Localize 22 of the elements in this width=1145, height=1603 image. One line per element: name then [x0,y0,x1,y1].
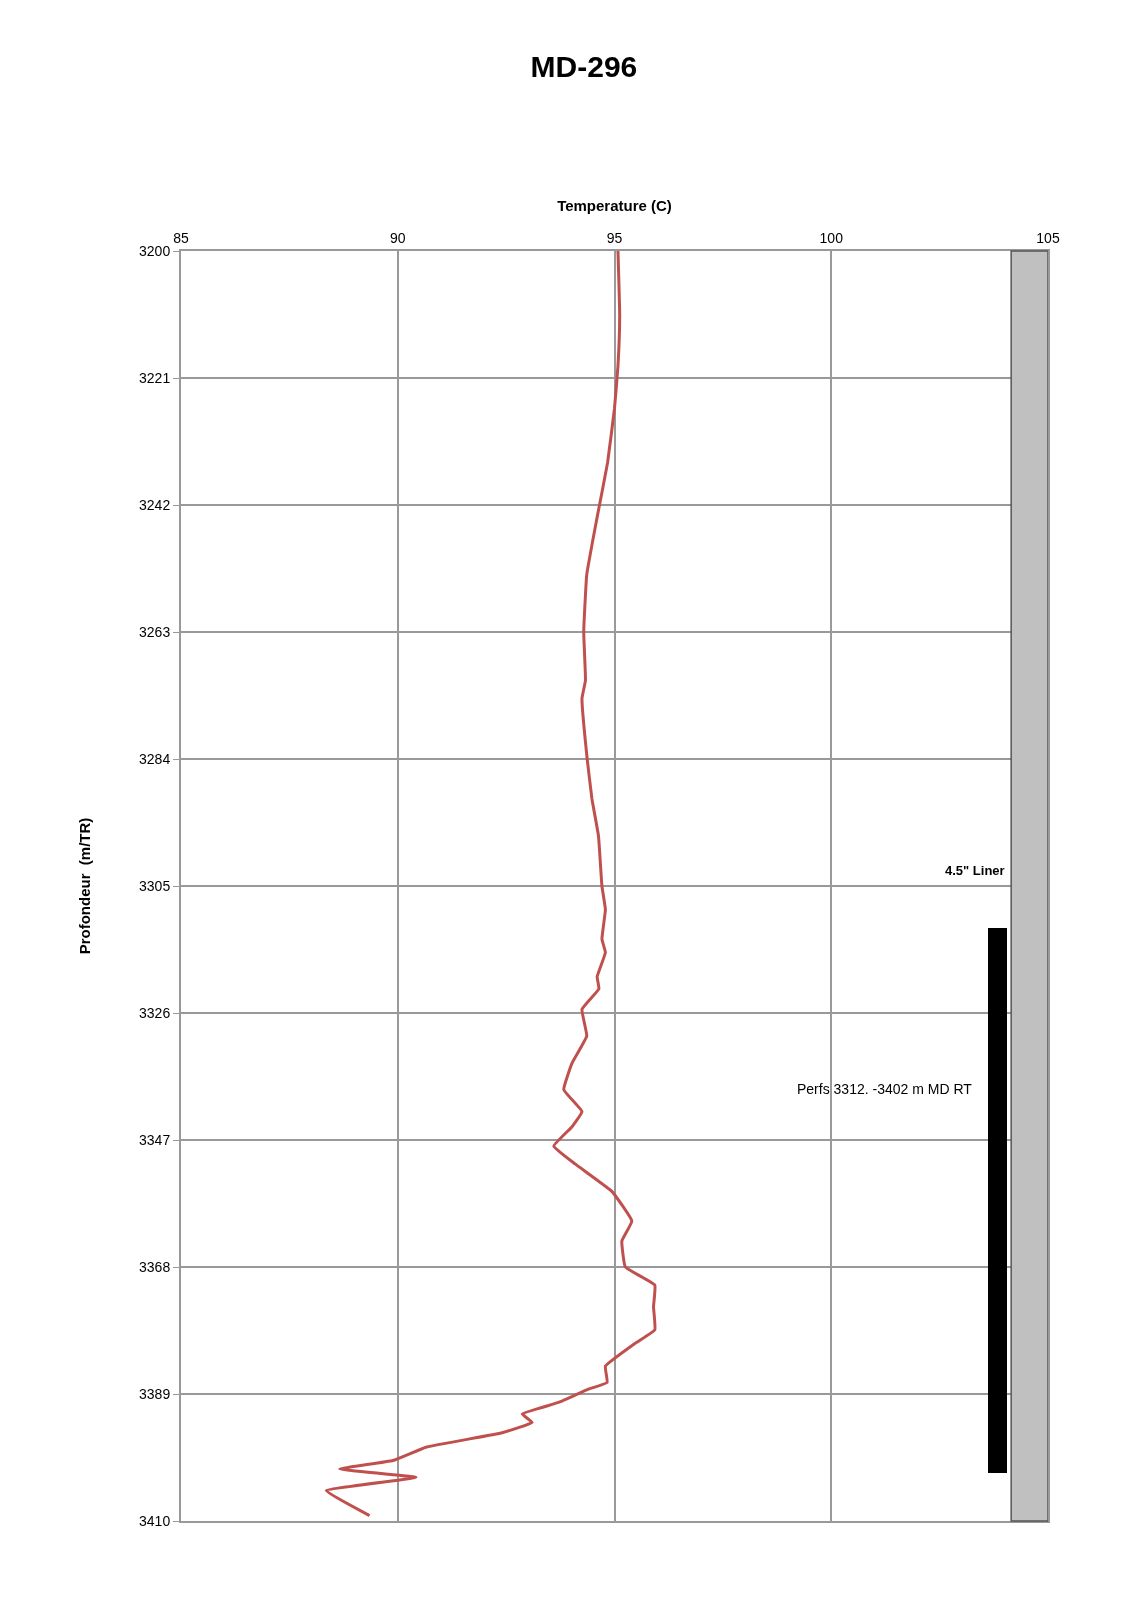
x-tick-label: 95 [606,230,623,247]
x-tick-label: 90 [389,230,406,247]
y-tick-label: 3221 [139,369,171,386]
x-tick-label: 105 [1036,230,1060,247]
y-tick-label: 3200 [139,242,171,259]
y-tick-label: 3305 [139,877,171,894]
y-tick-label: 3326 [139,1004,171,1021]
chart-title: MD-296 [530,50,638,84]
y-tick-label: 3263 [139,623,171,640]
y-tick-label: 3284 [139,750,171,767]
y-tick-label: 3410 [139,1512,171,1529]
line-series [324,251,657,1518]
y-tick-label: 3347 [139,1131,171,1148]
y-tick-label: 3389 [139,1385,171,1402]
x-axis-title: Temperature (C) [557,197,672,215]
y-tick-label: 3242 [139,496,171,513]
y-tick-label: 3368 [139,1258,171,1275]
x-tick-label: 100 [819,230,844,247]
y-axis-title: Profondeur (m/TR) [75,817,93,955]
annotation: Perfs 3312. -3402 m MD RT [797,1081,973,1097]
band-label: 4.5" Liner [945,863,1005,878]
x-tick-label: 85 [173,230,189,247]
